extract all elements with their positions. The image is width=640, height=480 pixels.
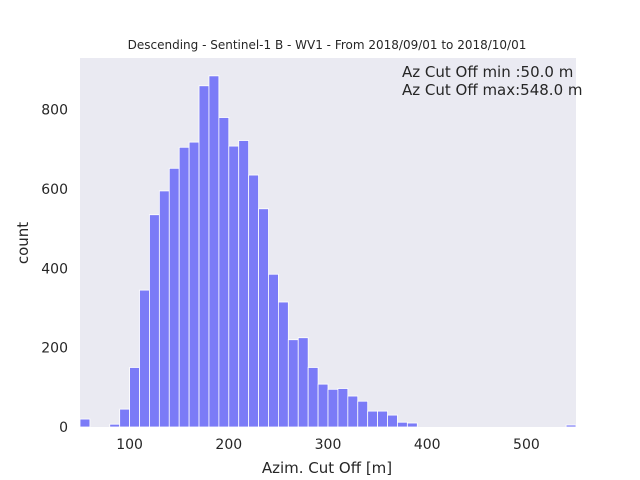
histogram-bar	[109, 423, 121, 428]
histogram-bar	[287, 339, 299, 428]
x-tick-label: 500	[513, 437, 540, 453]
x-tick-label: 100	[116, 437, 143, 453]
histogram-bar	[565, 424, 577, 428]
histogram-bar	[208, 75, 220, 428]
histogram-bar	[119, 408, 131, 428]
histogram-bar	[228, 145, 240, 428]
histogram-bar	[149, 214, 160, 428]
histogram-bar	[248, 174, 259, 428]
y-tick-label: 400	[41, 261, 68, 277]
histogram-bar	[238, 140, 250, 428]
y-tick-label: 0	[59, 420, 68, 436]
chart-title: Descending - Sentinel-1 B - WV1 - From 2…	[128, 38, 527, 52]
histogram-bar	[168, 167, 180, 428]
histogram-bar	[397, 421, 408, 428]
histogram-bar	[307, 367, 319, 428]
y-axis-label: count	[14, 222, 32, 264]
histogram-bar	[188, 141, 200, 428]
histogram-bar	[357, 400, 369, 428]
histogram-bar	[158, 190, 170, 428]
histogram-bar	[277, 301, 289, 428]
y-tick-label: 200	[41, 341, 68, 357]
histogram-bar	[347, 395, 359, 428]
histogram-bar	[79, 418, 91, 428]
x-axis-ticks: 100 200 300 400 500	[116, 437, 540, 453]
histogram-bar	[317, 383, 329, 428]
histogram-bar	[367, 410, 378, 428]
histogram-bar	[377, 410, 388, 428]
x-axis-label: Azim. Cut Off [m]	[262, 459, 392, 477]
histogram-bar	[218, 117, 230, 428]
histogram-bar	[337, 388, 349, 428]
histogram-bar	[327, 388, 339, 428]
histogram-bars	[79, 75, 577, 428]
x-tick-label: 400	[414, 437, 441, 453]
x-tick-label: 200	[215, 437, 242, 453]
az-cutoff-min-annotation: Az Cut Off min :50.0 m	[402, 63, 573, 81]
histogram-bar	[297, 337, 309, 428]
histogram-bar	[129, 367, 140, 428]
x-tick-label: 300	[315, 437, 342, 453]
histogram-bar	[178, 146, 190, 428]
histogram-bar	[268, 273, 279, 428]
y-tick-label: 800	[41, 103, 68, 119]
histogram-bar	[406, 422, 418, 428]
y-axis-ticks: 0 200 400 600 800	[41, 103, 68, 436]
histogram-bar	[258, 208, 269, 428]
histogram-bar	[198, 85, 210, 428]
y-tick-label: 600	[41, 182, 68, 198]
histogram-bar	[139, 289, 150, 428]
histogram-bar	[387, 414, 398, 428]
az-cutoff-max-annotation: Az Cut Off max:548.0 m	[402, 81, 583, 99]
